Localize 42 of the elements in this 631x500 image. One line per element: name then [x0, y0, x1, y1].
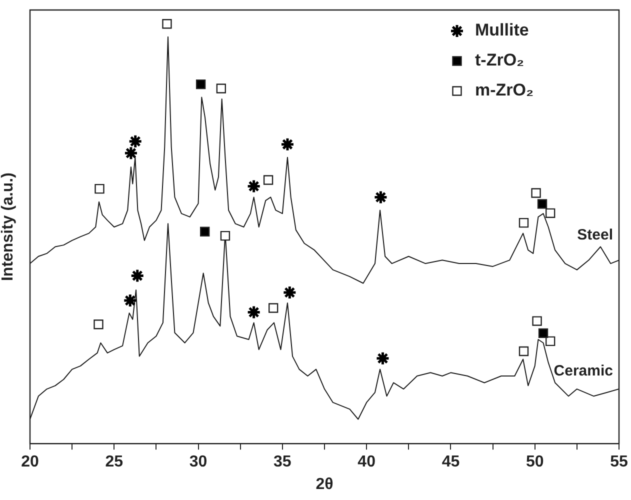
point — [545, 336, 556, 346]
point — [373, 190, 388, 204]
point — [375, 351, 390, 366]
point — [196, 79, 206, 90]
point — [94, 184, 104, 194]
series-label: Ceramic — [554, 362, 613, 380]
x-tick-label: 20 — [21, 454, 39, 471]
x-tick-label: 45 — [442, 454, 460, 471]
point — [263, 175, 274, 185]
point — [246, 179, 262, 194]
point — [94, 320, 104, 330]
legend-label: m-ZrO₂ — [475, 80, 534, 100]
x-tick-label: 30 — [189, 454, 208, 471]
point — [200, 226, 210, 236]
point — [162, 19, 172, 29]
y-axis-title: Intensity (a.u.) — [0, 172, 16, 282]
x-tick-label: 40 — [358, 454, 376, 471]
point — [537, 199, 548, 209]
point — [216, 84, 226, 94]
x-axis-title: 2θ — [316, 476, 334, 493]
point — [280, 137, 295, 152]
point — [282, 285, 297, 300]
point — [246, 304, 262, 320]
point — [518, 218, 529, 228]
point — [518, 346, 529, 356]
point — [124, 146, 138, 160]
x-tick-label: 55 — [610, 454, 628, 471]
point — [531, 188, 541, 198]
x-tick-label: 25 — [105, 454, 124, 471]
point — [122, 293, 138, 308]
point — [128, 134, 143, 149]
legend-label: Mullite — [475, 20, 529, 40]
point — [130, 268, 145, 283]
x-tick-label: 35 — [274, 454, 292, 471]
point — [220, 230, 230, 241]
point — [545, 208, 556, 218]
x-tick-label: 50 — [526, 454, 544, 471]
legend-label: t-ZrO₂ — [475, 50, 524, 70]
point — [538, 328, 548, 338]
point — [268, 303, 278, 313]
point — [532, 316, 542, 326]
series-label: Steel — [577, 226, 613, 244]
